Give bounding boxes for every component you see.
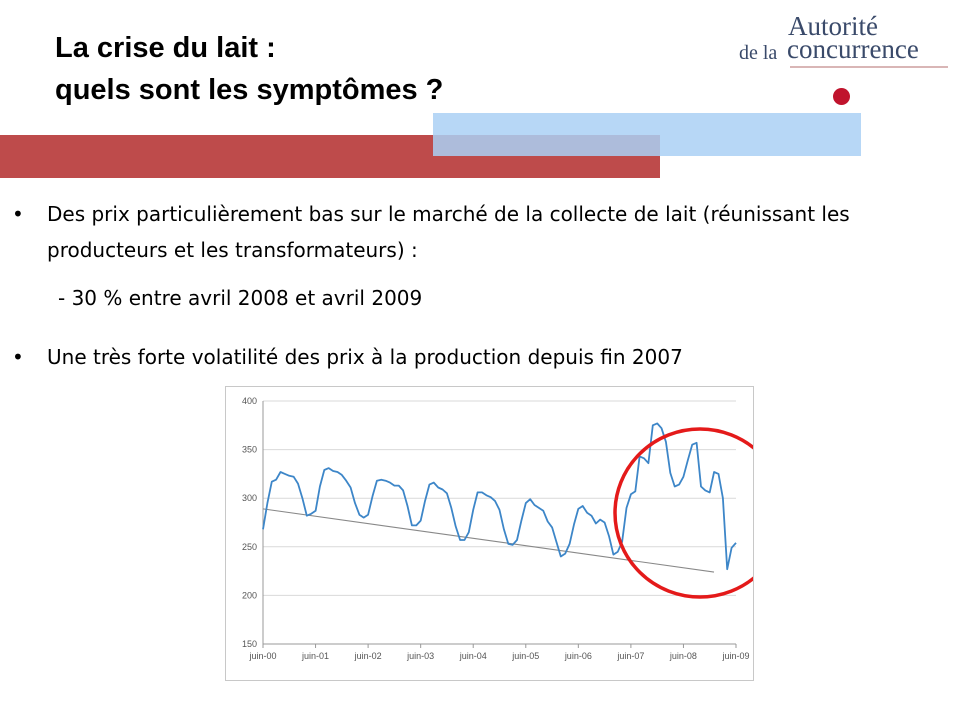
y-tick-label: 200 <box>242 590 257 600</box>
logo-line2b: concurrence <box>787 34 919 64</box>
x-tick-label: juin-08 <box>669 651 697 661</box>
logo-line2a: de la <box>739 42 778 64</box>
y-tick-label: 400 <box>242 396 257 406</box>
logo-underline <box>790 66 948 68</box>
bullet-1-subitem: - 30 % entre avril 2008 et avril 2009 <box>58 286 423 310</box>
milk-price-chart-svg: 150 200 250 300 350 400 juin-00 juin-01 juin-02 j… <box>242 396 787 661</box>
volatility-highlight-circle <box>613 427 787 599</box>
x-tick-label: juin-09 <box>721 651 749 661</box>
bullet-dot-icon: • <box>12 345 24 369</box>
bullet-dot-icon: • <box>12 202 24 226</box>
logo-line1: Autorité <box>788 11 878 41</box>
x-tick-label: juin-01 <box>301 651 329 661</box>
y-tick-label: 150 <box>242 639 257 649</box>
x-tick-label: juin-04 <box>459 651 487 661</box>
milk-price-series-line <box>262 422 737 571</box>
bullet-item-1: • Des prix particulièrement bas sur le m… <box>12 196 917 268</box>
y-tick-label: 300 <box>242 493 257 503</box>
bullet-item-2: • Une très forte volatilité des prix à l… <box>12 339 917 375</box>
decorative-blue-band <box>433 113 861 156</box>
x-tick-label: juin-02 <box>354 651 382 661</box>
x-tick-label: juin-00 <box>248 651 276 661</box>
y-tick-label: 250 <box>242 542 257 552</box>
x-tick-label: juin-07 <box>616 651 644 661</box>
x-tick-label: juin-05 <box>511 651 539 661</box>
autorite-logo: Autorité de la concurrence <box>735 8 950 113</box>
slide-title: La crise du lait : quels sont les symptô… <box>55 27 443 111</box>
bullet-2-text: Une très forte volatilité des prix à la … <box>47 345 683 369</box>
bullet-1-text: Des prix particulièrement bas sur le mar… <box>47 202 850 262</box>
trend-line <box>262 508 715 573</box>
slide-title-line1: La crise du lait : <box>55 32 276 64</box>
milk-price-chart: 150 200 250 300 350 400 juin-00 juin-01 juin-02 j… <box>225 386 787 681</box>
logo-dot-icon <box>833 88 850 105</box>
slide-title-line2: quels sont les symptômes ? <box>55 74 444 106</box>
x-tick-label: juin-06 <box>564 651 592 661</box>
y-tick-label: 350 <box>242 445 257 455</box>
x-tick-label: juin-03 <box>406 651 434 661</box>
